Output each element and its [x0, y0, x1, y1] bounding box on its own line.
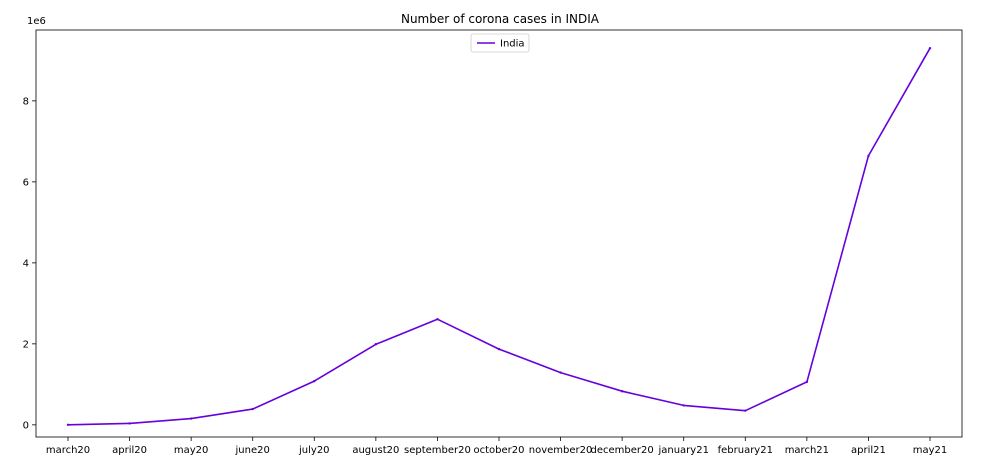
data-point — [436, 317, 439, 321]
data-point — [189, 417, 193, 420]
data-point — [313, 379, 316, 383]
data-point — [497, 347, 501, 351]
data-point — [66, 423, 70, 427]
data-point — [682, 404, 685, 407]
legend: India — [470, 33, 530, 53]
data-point — [744, 409, 747, 412]
y-tick-label: 0 — [23, 420, 29, 431]
x-tick-label: april21 — [851, 445, 886, 456]
data-point — [928, 47, 932, 50]
data-point — [251, 407, 254, 411]
x-tick-label: october20 — [474, 445, 525, 456]
legend-box — [470, 33, 530, 53]
data-point — [867, 154, 870, 158]
y-tick-label: 6 — [23, 177, 29, 188]
x-tick-label: march20 — [46, 445, 90, 456]
data-point — [128, 422, 131, 425]
x-tick-label: march21 — [785, 445, 829, 456]
plot-area: 0 2 4 6 8 march20 april20 may20 june20 july20 augu… — [23, 29, 963, 456]
x-tick-label: february21 — [718, 445, 773, 456]
y-tick-label: 2 — [23, 339, 29, 350]
axes-frame — [35, 29, 963, 438]
x-tick-label: april20 — [112, 445, 147, 456]
y-tick-label: 8 — [23, 96, 29, 107]
x-tick-label: august20 — [352, 445, 399, 456]
x-tick-label: december20 — [591, 445, 654, 456]
x-tick-label: may21 — [913, 445, 948, 456]
data-point — [805, 380, 809, 384]
x-tick-label: january21 — [657, 445, 708, 456]
x-tick-label: november20 — [529, 445, 593, 456]
data-point — [559, 371, 562, 374]
data-point — [374, 343, 378, 346]
data-point — [620, 390, 624, 393]
x-tick-label: july20 — [298, 445, 330, 456]
legend-label: India — [500, 39, 525, 50]
series-line-india — [67, 47, 931, 426]
y-axis-offset-label: 1e6 — [27, 16, 46, 27]
x-tick-label: may20 — [174, 445, 209, 456]
chart-title: Number of corona cases in INDIA — [401, 12, 600, 26]
y-tick-label: 4 — [23, 258, 29, 269]
x-tick-label: september20 — [404, 445, 471, 456]
x-tick-label: june20 — [235, 445, 270, 456]
